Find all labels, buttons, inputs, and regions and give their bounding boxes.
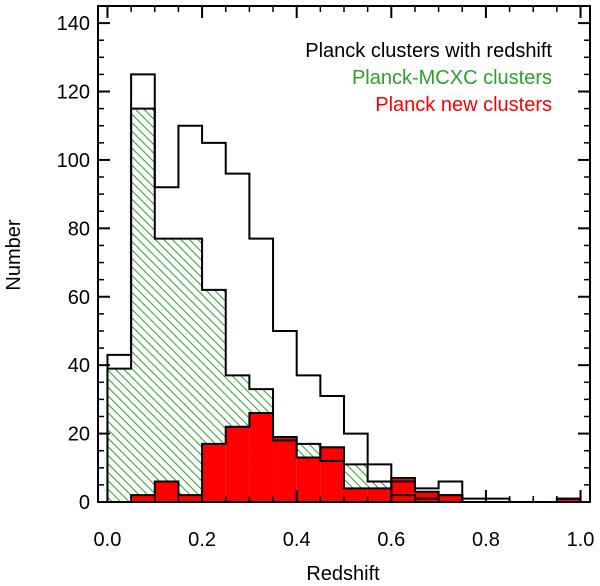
y-tick-label: 140: [57, 13, 90, 35]
y-tick-label: 40: [68, 355, 90, 377]
x-axis-label: Redshift: [306, 563, 380, 585]
y-tick-label: 20: [68, 424, 90, 446]
legend-entry-new: Planck new clusters: [375, 94, 552, 116]
new-clusters-bar: [249, 413, 274, 502]
new-clusters-bar: [202, 443, 226, 502]
x-tick-label: 0.2: [188, 529, 216, 551]
x-tick-label: 1.0: [567, 529, 595, 551]
all-clusters-outline: [106, 73, 582, 503]
y-tick-label: 100: [57, 150, 90, 172]
new-clusters-bar: [178, 495, 203, 502]
y-axis-label: Number: [3, 219, 25, 290]
legend: Planck clusters with redshift Planck-MCX…: [305, 40, 552, 116]
x-tick-label: 0.8: [472, 529, 500, 551]
new-clusters-bar: [556, 498, 581, 502]
new-clusters-bar: [367, 488, 392, 502]
x-tick-label: 0.4: [283, 529, 311, 551]
y-tick-label: 0: [79, 492, 90, 514]
new-clusters-bar: [273, 437, 297, 502]
legend-entry-all: Planck clusters with redshift: [305, 40, 552, 62]
mcxc-bar: [178, 238, 203, 502]
new-clusters-bar: [344, 488, 368, 502]
x-tick-label: 0.0: [94, 529, 122, 551]
new-clusters-bar: [320, 447, 344, 502]
mcxc-bar: [154, 238, 179, 502]
y-tick-label: 80: [68, 218, 90, 240]
y-tick-label: 60: [68, 287, 90, 309]
new-clusters-bar: [296, 457, 321, 502]
axes-layer: 0.0 0.2 0.4 0.6 0.8 1.0 0 20 40 60 80 100 120 140: [57, 5, 595, 551]
mcxc-bar: [131, 108, 155, 502]
new-clusters-bar: [438, 495, 463, 502]
legend-entry-mcxc: Planck-MCXC clusters: [352, 67, 552, 89]
mcxc-bar: [107, 368, 132, 502]
new-clusters-bar: [225, 426, 250, 502]
new-clusters-bar: [154, 481, 179, 502]
new-clusters-bar: [414, 491, 439, 502]
y-tick-label: 120: [57, 82, 90, 104]
new-clusters-bar: [131, 495, 155, 502]
x-tick-label: 0.6: [377, 529, 405, 551]
